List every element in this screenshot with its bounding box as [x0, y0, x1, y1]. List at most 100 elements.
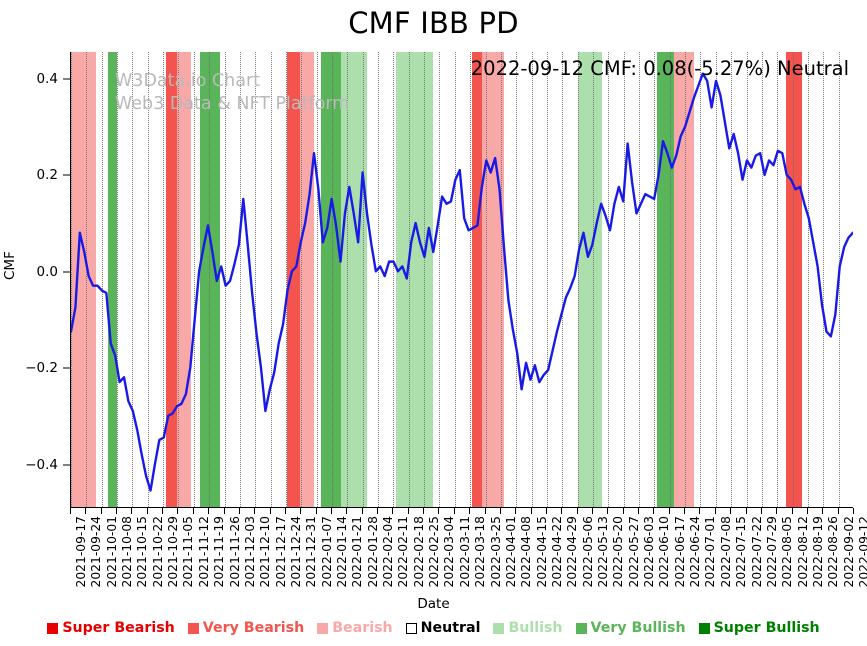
y-tick-label: 0.4 — [36, 70, 58, 87]
x-tick-mark — [745, 508, 747, 514]
x-tick-mark — [453, 508, 455, 514]
legend-item-very-bearish[interactable]: Very Bearish — [187, 620, 305, 636]
x-tick-label: 2022-03-25 — [488, 516, 503, 588]
x-tick-mark — [653, 508, 655, 514]
grid-line — [639, 52, 641, 507]
y-tick-mark — [63, 367, 70, 369]
legend-item-bullish[interactable]: Bullish — [493, 620, 563, 636]
x-tick-label: 2022-05-13 — [596, 516, 610, 588]
x-tick-label: 2021-12-24 — [288, 516, 303, 588]
grid-line — [163, 52, 165, 507]
y-tick-label: 0.2 — [36, 167, 58, 184]
grid-line — [807, 52, 809, 507]
x-tick-label: 2022-03-04 — [442, 516, 457, 588]
grid-line — [147, 52, 149, 507]
x-tick-mark — [392, 508, 394, 514]
x-tick-label: 2022-09-02 — [841, 516, 856, 588]
y-tick-label: 0.0 — [36, 263, 58, 280]
band-bearish — [674, 52, 695, 507]
band-very-bullish — [321, 52, 342, 507]
grid-line — [531, 52, 533, 507]
legend-label: Super Bullish — [713, 620, 820, 636]
x-tick-label: 2022-01-07 — [319, 516, 334, 588]
x-tick-label: 2021-12-31 — [304, 516, 319, 588]
x-tick-mark — [776, 508, 778, 514]
x-tick-mark — [238, 508, 240, 514]
x-tick-mark — [684, 508, 686, 514]
legend-label: Very Bearish — [202, 620, 305, 636]
grid-line — [623, 52, 625, 507]
legend-item-very-bullish[interactable]: Very Bullish — [575, 620, 686, 636]
band-bearish — [71, 52, 87, 507]
grid-line — [731, 52, 733, 507]
grid-line — [593, 52, 594, 507]
grid-line — [470, 52, 472, 507]
x-tick-mark — [177, 508, 179, 514]
x-tick-label: 2022-07-15 — [734, 516, 749, 588]
x-tick-mark — [361, 508, 363, 514]
grid-line — [715, 52, 717, 507]
grid-line — [393, 52, 395, 507]
x-tick-label: 2022-07-01 — [703, 516, 718, 588]
x-tick-mark — [223, 508, 225, 514]
band-bearish — [299, 52, 314, 507]
y-tick-mark — [63, 174, 70, 176]
x-tick-label: 2022-04-08 — [519, 516, 534, 588]
x-tick-mark — [469, 508, 471, 514]
x-tick-label: 2022-02-25 — [427, 516, 442, 588]
legend-swatch — [187, 622, 199, 634]
x-tick-label: 2022-06-17 — [672, 516, 687, 588]
grid-line — [209, 52, 211, 507]
x-tick-label: 2021-10-01 — [104, 516, 119, 588]
x-tick-label: 2022-05-27 — [626, 516, 641, 588]
grid-line — [485, 52, 487, 507]
x-tick-label: 2021-12-17 — [273, 516, 288, 588]
grid-line — [777, 52, 779, 507]
x-tick-mark — [530, 508, 532, 514]
grid-line — [378, 52, 380, 507]
page-title: CMF IBB PD — [348, 6, 519, 40]
grid-line — [193, 52, 195, 507]
x-tick-mark — [407, 508, 409, 514]
grid-line — [700, 52, 702, 507]
x-tick-label: 2022-06-10 — [657, 516, 672, 588]
x-tick-label: 2022-05-06 — [580, 516, 595, 588]
x-tick-mark — [699, 508, 701, 514]
x-tick-label: 2022-04-15 — [534, 516, 549, 588]
grid-line — [132, 52, 134, 507]
grid-line — [71, 52, 72, 507]
x-tick-label: 2022-06-24 — [688, 516, 703, 588]
x-tick-label: 2022-07-22 — [749, 516, 764, 588]
grid-line — [685, 52, 687, 507]
x-tick-label: 2022-08-19 — [810, 516, 825, 588]
legend-swatch — [47, 622, 59, 634]
x-axis: 2021-09-17 2021-09-24 2021-10-01 2021-10-08… — [70, 508, 867, 604]
x-tick-label: 2021-09-24 — [89, 516, 104, 588]
x-tick-label: 2022-04-29 — [565, 516, 580, 588]
legend-item-bearish[interactable]: Bearish — [317, 620, 393, 636]
grid-line — [239, 52, 241, 507]
x-tick-label: 2021-10-22 — [150, 516, 165, 588]
x-tick-label: 2022-03-18 — [473, 516, 488, 588]
y-axis: 0.4 0.2 0.0 −0.2 −0.4 — [0, 52, 70, 508]
band-bullish — [577, 52, 603, 507]
grid-line — [332, 52, 333, 507]
legend-label: Super Bearish — [62, 620, 175, 636]
grid-line — [408, 52, 410, 507]
x-tick-mark — [300, 508, 302, 514]
band-bearish — [176, 52, 191, 507]
x-tick-label: 2022-02-18 — [411, 516, 426, 588]
legend-item-neutral[interactable]: Neutral — [405, 620, 480, 636]
x-tick-mark — [499, 508, 501, 514]
x-tick-label: 2021-10-29 — [166, 516, 181, 588]
x-tick-label: 2022-07-08 — [718, 516, 733, 588]
legend-swatch — [575, 622, 587, 634]
x-tick-label: 2021-11-26 — [227, 516, 242, 588]
x-tick-mark — [192, 508, 194, 514]
x-tick-mark — [100, 508, 102, 514]
legend-item-super-bearish[interactable]: Super Bearish — [47, 620, 175, 636]
legend-item-super-bullish[interactable]: Super Bullish — [698, 620, 820, 636]
legend: Super Bearish Very Bearish Bearish Neutral B… — [0, 620, 867, 636]
legend-label: Bullish — [508, 620, 563, 636]
